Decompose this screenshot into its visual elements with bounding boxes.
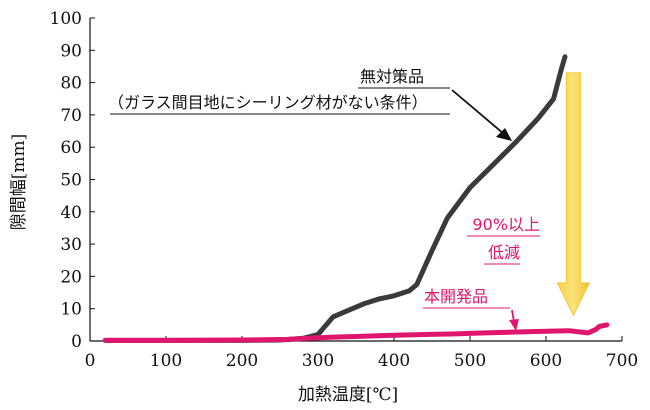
untreated-label: 無対策品 [360,67,424,86]
y-tick-label: 10 [60,300,82,320]
x-tick-label: 0 [85,351,96,371]
series-line-developed [102,322,610,343]
y-tick-label: 40 [60,203,82,223]
reduction-line2: 低減 [488,243,520,262]
y-tick-label: 100 [50,9,82,29]
untreated-condition: （ガラス間目地にシーリング材がない条件） [108,93,428,112]
y-tick-label: 50 [60,171,82,191]
x-tick-label: 600 [530,351,562,371]
y-axis-title: 隙間幅[mm] [9,134,29,231]
developed-label: 本開発品 [424,287,488,306]
series [102,54,610,343]
x-tick-label: 300 [302,351,334,371]
x-ticks: 0 100 200 300 400 500 600 700 [85,336,638,371]
developed-pointer [509,309,519,331]
x-tick-label: 200 [226,351,258,371]
reduction-line1: 90%以上 [472,215,540,234]
reduction-arrow-shape [556,72,591,317]
untreated-pointer [451,89,512,141]
x-tick-label: 400 [378,351,410,371]
reduction-arrow [556,72,591,317]
y-tick-label: 80 [60,74,82,94]
y-tick-label: 0 [71,332,82,352]
x-tick-label: 700 [606,351,638,371]
y-tick-label: 90 [60,41,82,61]
x-axis-title: 加熱温度[℃] [298,385,398,405]
axes [89,18,622,342]
y-tick-label: 30 [60,235,82,255]
y-ticks: 0 10 20 30 40 50 60 70 80 90 100 [50,9,95,352]
y-tick-label: 20 [60,267,82,287]
x-tick-label: 100 [150,351,182,371]
x-tick-label: 500 [454,351,486,371]
y-tick-label: 60 [60,138,82,158]
y-tick-label: 70 [60,106,82,126]
